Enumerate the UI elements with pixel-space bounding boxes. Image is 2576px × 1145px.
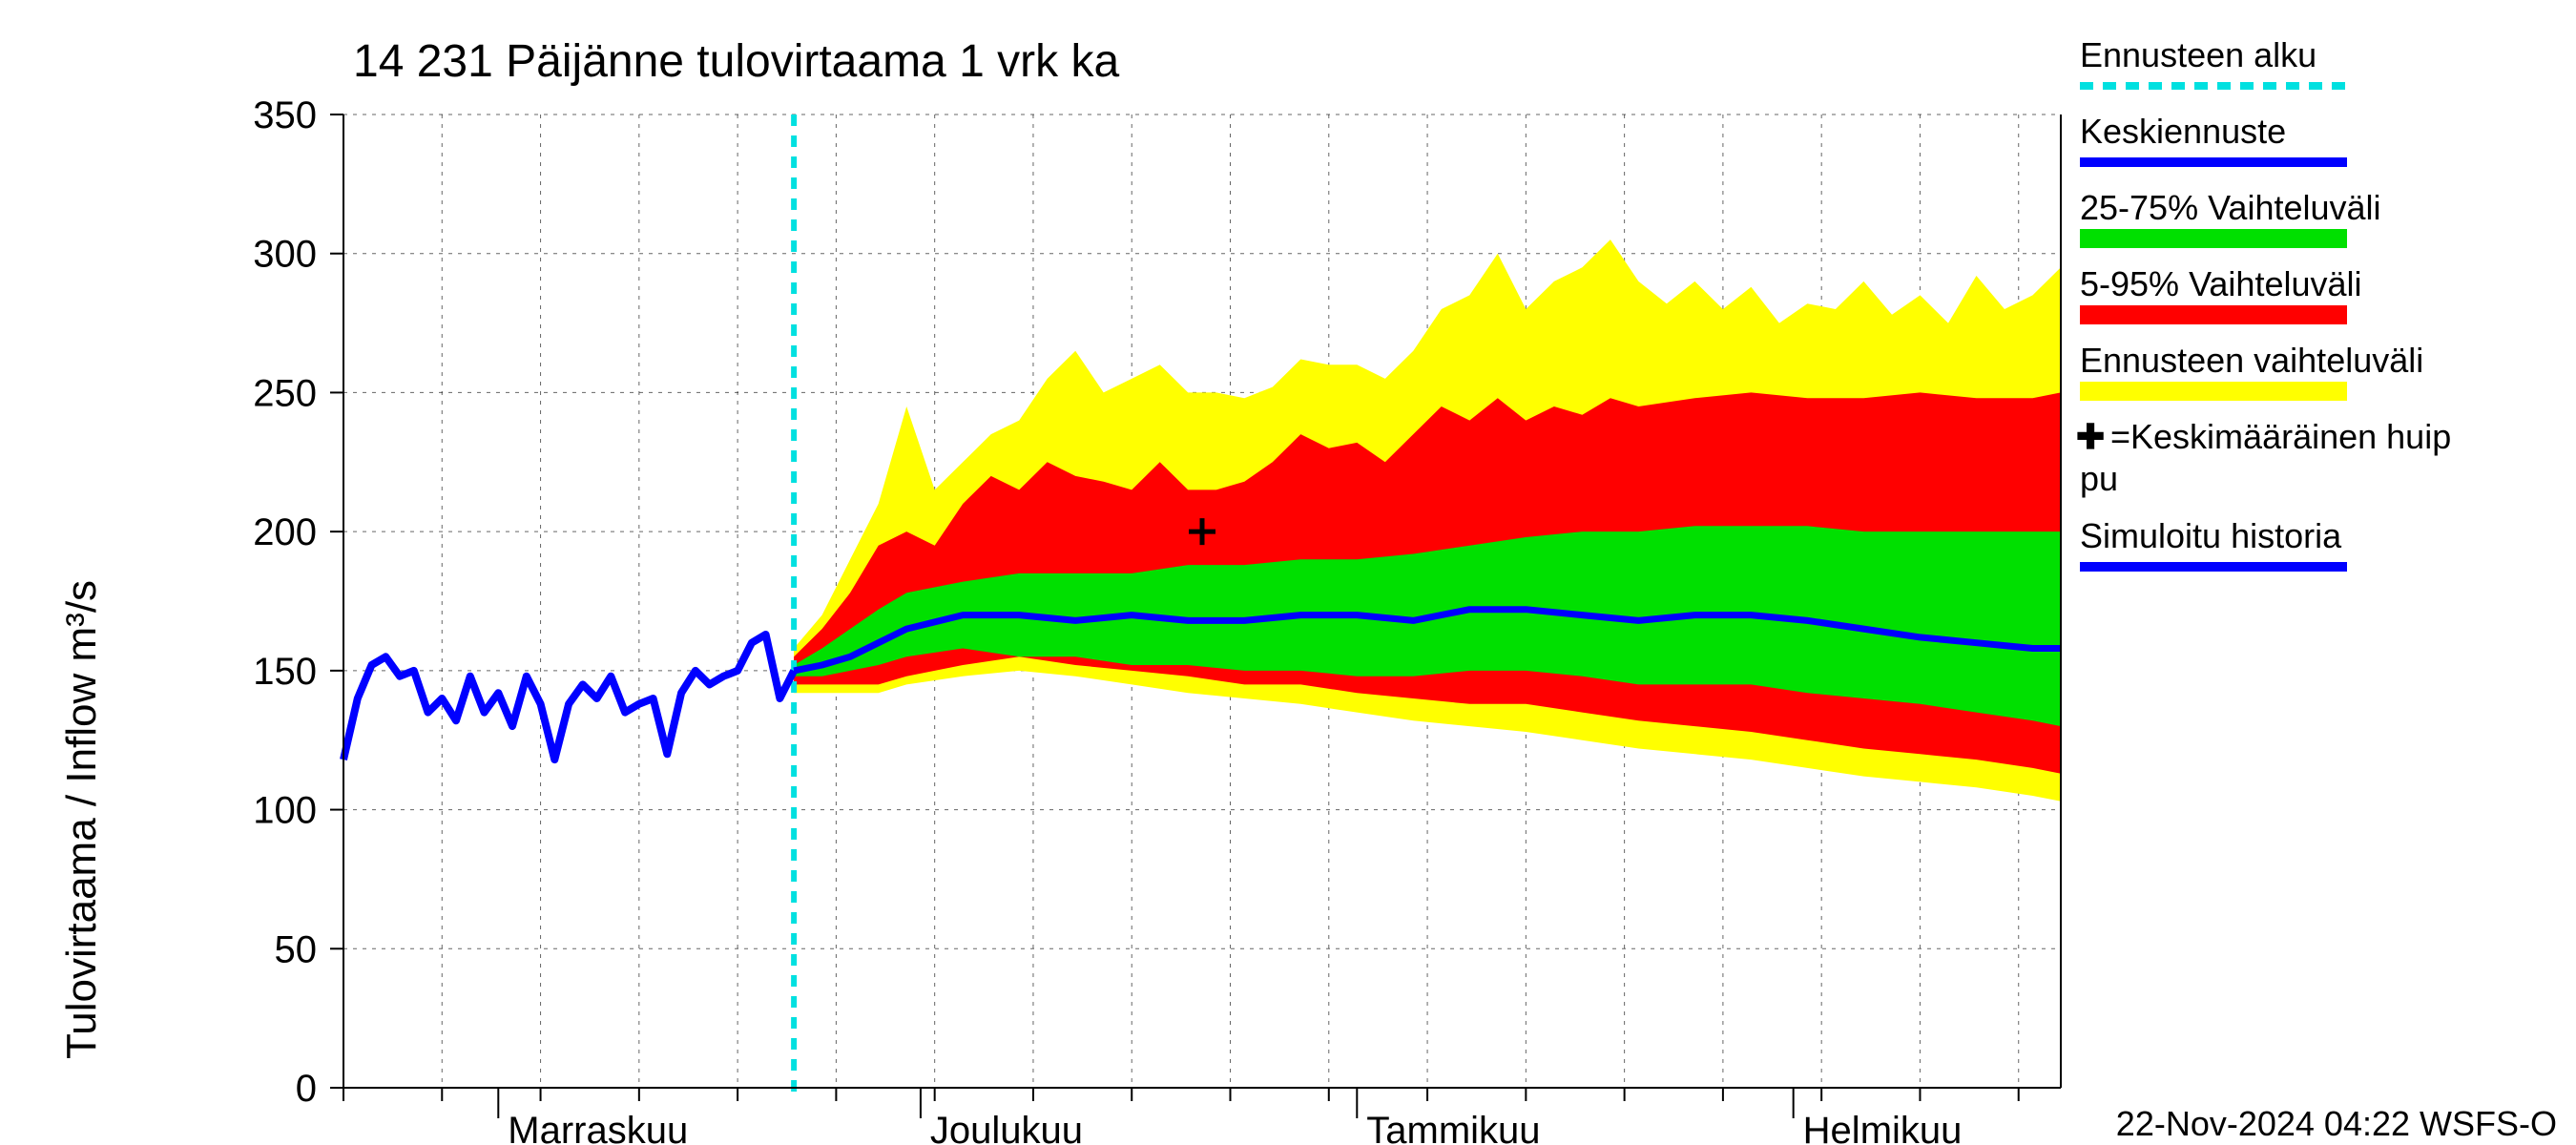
legend-label: pu bbox=[2080, 459, 2118, 498]
legend-swatch bbox=[2080, 382, 2347, 401]
legend-label: Keskiennuste bbox=[2080, 112, 2286, 151]
y-tick-label: 50 bbox=[275, 928, 318, 970]
y-tick-label: 100 bbox=[253, 790, 317, 832]
history-line bbox=[343, 635, 794, 760]
y-tick-label: 350 bbox=[253, 94, 317, 136]
legend-label: Simuloitu historia bbox=[2080, 516, 2342, 555]
legend-label: 25-75% Vaihteluväli bbox=[2080, 188, 2381, 227]
x-month-label-top: Joulukuu bbox=[930, 1110, 1083, 1145]
legend-label: Ennusteen vaihteluväli bbox=[2080, 341, 2423, 380]
y-tick-label: 250 bbox=[253, 372, 317, 414]
x-month-label-top: Tammikuu bbox=[1366, 1110, 1540, 1145]
legend-label: Ennusteen alku bbox=[2080, 35, 2316, 74]
legend-label: =Keskimääräinen huip bbox=[2110, 417, 2451, 456]
x-month-label-top: Helmikuu bbox=[1803, 1110, 1963, 1145]
legend-swatch bbox=[2080, 229, 2347, 248]
chart-footer: 22-Nov-2024 04:22 WSFS-O bbox=[2116, 1104, 2557, 1143]
legend-marker-icon: ✚ bbox=[2076, 417, 2105, 456]
y-tick-label: 300 bbox=[253, 234, 317, 276]
y-tick-label: 0 bbox=[296, 1068, 317, 1110]
chart-svg: 050100150200250300350Marraskuu2024Jouluk… bbox=[0, 0, 2576, 1145]
legend-label: 5-95% Vaihteluväli bbox=[2080, 264, 2362, 303]
y-axis-label: Tulovirtaama / Inflow m³/s bbox=[58, 580, 105, 1059]
x-month-label-top: Marraskuu bbox=[508, 1110, 688, 1145]
chart-title: 14 231 Päijänne tulovirtaama 1 vrk ka bbox=[353, 36, 1119, 87]
chart-container: { "chart": { "type": "line-with-bands", … bbox=[0, 0, 2576, 1145]
y-tick-label: 150 bbox=[253, 651, 317, 693]
legend-swatch bbox=[2080, 305, 2347, 324]
y-tick-label: 200 bbox=[253, 511, 317, 553]
